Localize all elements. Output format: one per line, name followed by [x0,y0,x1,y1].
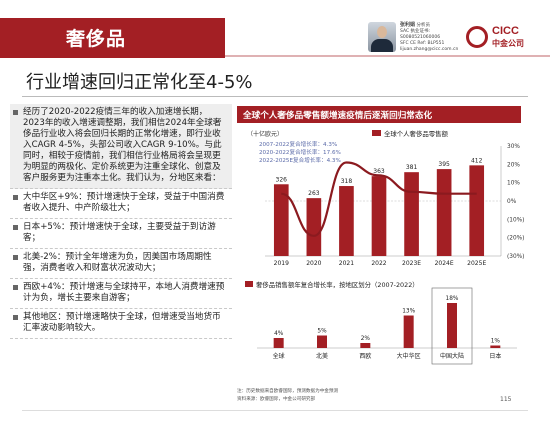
right-tick-label: 30% [507,144,520,150]
highlight-box [431,287,473,365]
regional-cagr-chart: 奢侈品销售额年复合增长率，按地区划分（2007-2022） 4% 全球 5% 北美 2% 西… [245,280,517,365]
footnote-line: 注：历史数据来自欧睿国际，预测数据为中金预测 [237,389,339,394]
analyst-name: 张利娟 [400,22,416,28]
avatar-head [377,26,387,38]
chart-banner: 全球个人奢侈品零售额增速疫情后逐渐回归常态化 [237,106,521,123]
legend-swatch [372,130,381,136]
header-bar: 奢侈品 [0,18,550,58]
header-red-band: 奢侈品 [0,18,225,58]
bar-value-label: 13% [402,309,415,315]
sales-bar [306,198,322,256]
analyst-role: 分析员 [416,23,430,28]
cagr-annotation: 2007-2022复合增长率：4.3% [259,140,337,148]
cagr-bar [317,335,327,348]
cagr-bar [273,338,284,348]
bullet-item: 大中华区+9%：预计增速快于全球，受益于中国消费者收入提升、中产阶级壮大； [10,189,232,219]
x-tick-label: 北美 [316,352,328,360]
footnote-line: 资料来源：欧睿国际，中金公司研究部 [237,397,316,402]
growth-rate-line [281,161,477,237]
bar-value-label: 395 [438,161,450,168]
x-tick-label: 2025E [467,260,486,267]
sales-bar [371,176,387,256]
bullet-item: 日本+5%：预计增速快于全球，主要受益于到访游客； [10,219,232,249]
right-tick-label: 10% [507,181,520,187]
analyst-line: SAC 执业证书: S0080521060006 [400,29,441,40]
analyst-avatar [368,22,396,52]
bar-value-label: 18% [446,296,459,302]
cagr-bar [447,303,457,348]
right-tick-label: (30%) [507,254,524,260]
right-tick-label: 0% [507,199,517,205]
bullet-item: 北美-2%：预计全年增速为负，因美国市场周期性强，消费者收入和财富状况波动大； [10,249,232,279]
logo-text-en: CICC [492,25,519,37]
legend-swatch [245,281,253,287]
logo-circle-icon [466,26,488,48]
sales-bar [436,169,452,256]
x-tick-label: 日本 [489,352,501,360]
sales-bar [273,184,289,256]
bar-value-label: 412 [471,157,483,164]
page-number: 115 [500,396,512,403]
x-tick-label: 2024E [435,260,454,267]
x-tick-label: 2021 [339,260,354,267]
right-tick-label: 20% [507,162,520,168]
cagr-bar [490,345,501,348]
logo-text-cn: 中金公司 [492,39,524,48]
bullet-item: 其他地区：预计增速略快于全球，但增速受当地货币汇率波动影响较大。 [10,309,232,339]
unit-label: （十亿欧元） [247,130,283,138]
sales-bar [339,186,354,256]
avatar-suit [371,39,393,52]
bullet-list: 经历了2020-2022疫情三年的收入加速增长期，2023年的收入增速调整期，我… [10,104,232,339]
analyst-line: lijuan.zhang@cicc.com.cn [400,47,459,52]
sales-bar [404,172,419,256]
bar-value-label: 381 [406,164,418,171]
right-tick-label: (20%) [507,236,524,242]
bar-value-label: 318 [341,178,353,185]
cagr-annotation: 2022-2025E复合增长率：4.3% [259,156,341,164]
bar-value-label: 326 [276,176,288,183]
bullet-item: 经历了2020-2022疫情三年的收入加速增长期，2023年的收入增速调整期，我… [10,104,232,189]
footer-divider [22,410,528,411]
x-tick-label: 2020 [306,260,321,267]
x-tick-label: 全球 [273,352,285,360]
x-tick-label: 西欧 [359,352,371,360]
x-tick-label: 2022 [371,260,386,267]
analyst-info: 张利娟 分析员 SAC 执业证书: S0080521060006 SFC CE … [400,22,459,53]
chart-title: 奢侈品销售额年复合增长率，按地区划分（2007-2022） [256,280,419,289]
sales-growth-chart: （十亿欧元） 全球个人奢侈品零售额 2007-2022复合增长率：4.3%2020-… [247,129,524,267]
right-tick-label: (10%) [507,217,524,223]
footnotes: 注：历史数据来自欧睿国际，预测数据为中金预测 资料来源：欧睿国际，中金公司研究部 [237,388,338,404]
x-tick-label: 中国大陆 [440,352,464,360]
cagr-bar [360,343,371,348]
cagr-bar [403,315,414,348]
bullet-item: 西欧+4%：预计增速与全球持平，本地人消费增速预计为负，增长主要来自游客； [10,279,232,309]
cagr-annotation: 2020-2022复合增长率：17.6% [259,148,341,156]
bar-value-label: 4% [274,331,284,337]
section-title: 奢侈品 [66,28,127,50]
x-tick-label: 2019 [274,260,289,267]
bar-value-label: 5% [317,329,327,335]
title-underline [22,96,528,97]
bar-value-label: 1% [491,339,501,345]
bar-value-label: 263 [308,190,320,197]
x-tick-label: 2023E [402,260,421,267]
analyst-line: SFC CE Ref: BLP551 [400,41,445,46]
bar-value-label: 2% [361,336,371,342]
x-tick-label: 大中华区 [397,352,421,360]
legend-label: 全球个人奢侈品零售额 [384,129,449,138]
header-divider [225,55,550,57]
page-title: 行业增速回归正常化至4-5% [26,72,253,93]
sales-bar [469,165,485,256]
bar-value-label: 363 [373,168,385,175]
